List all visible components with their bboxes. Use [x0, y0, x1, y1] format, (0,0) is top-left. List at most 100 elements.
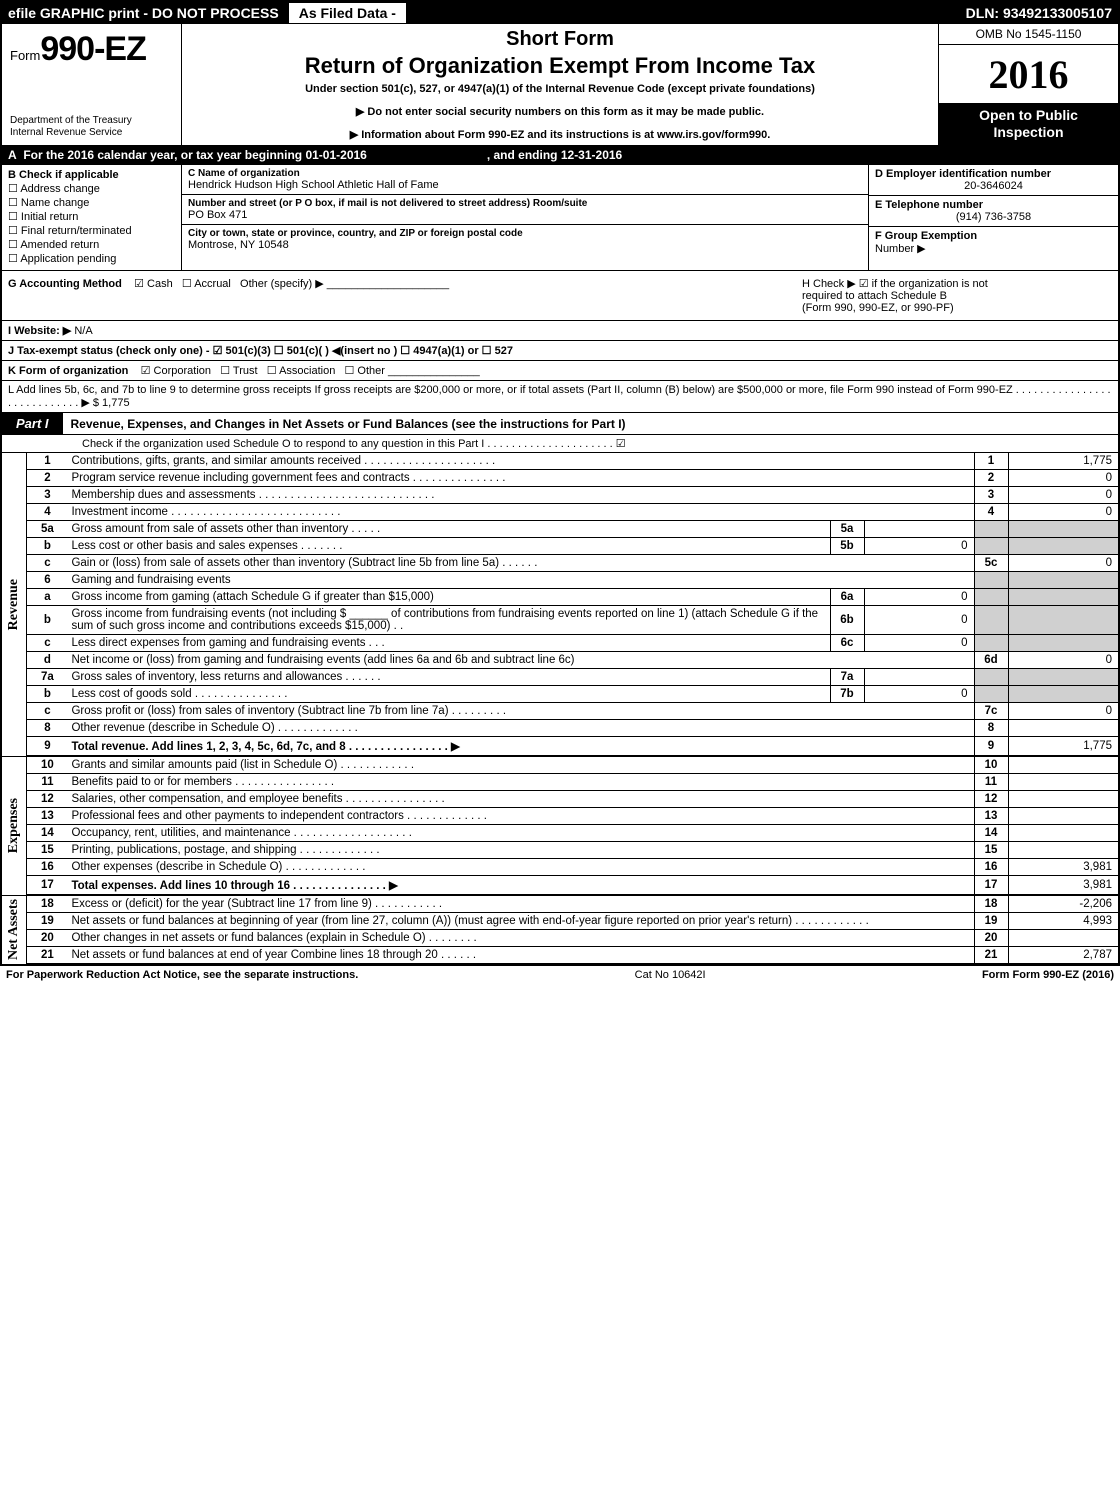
- chk-initial-return[interactable]: Initial return: [8, 210, 175, 223]
- c-name-cell: C Name of organization Hendrick Hudson H…: [182, 165, 868, 195]
- k-form-org: K Form of organization Corporation Trust…: [2, 361, 1118, 381]
- chk-other-org[interactable]: Other: [345, 364, 385, 377]
- chk-final-return[interactable]: Final return/terminated: [8, 224, 175, 237]
- page-footer: For Paperwork Reduction Act Notice, see …: [0, 966, 1120, 984]
- b-label: B Check if applicable: [8, 169, 119, 181]
- line-14: 14Occupancy, rent, utilities, and mainte…: [27, 825, 1118, 842]
- line-5c: cGain or (loss) from sale of assets othe…: [27, 555, 1118, 572]
- part-i-check: Check if the organization used Schedule …: [2, 435, 1118, 453]
- line-6b: bGross income from fundraising events (n…: [27, 606, 1118, 635]
- line-2: 2Program service revenue including gover…: [27, 470, 1118, 487]
- form-header: Form990-EZ Department of the Treasury In…: [2, 24, 1118, 146]
- h-text1: H Check ▶ ☑ if the organization is not: [802, 277, 1112, 290]
- part-i-header: Part I Revenue, Expenses, and Changes in…: [2, 413, 1118, 435]
- line-7b: bLess cost of goods sold . . . . . . . .…: [27, 686, 1118, 703]
- section-d: D Employer identification number 20-3646…: [868, 165, 1118, 270]
- line-10: 10Grants and similar amounts paid (list …: [27, 757, 1118, 774]
- revenue-section: Revenue 1Contributions, gifts, grants, a…: [2, 453, 1118, 756]
- f-grp-num: Number ▶: [875, 242, 1112, 255]
- open-to-public: Open to Public Inspection: [939, 103, 1118, 145]
- chk-corp[interactable]: Corporation: [141, 364, 211, 377]
- line-16: 16Other expenses (describe in Schedule O…: [27, 859, 1118, 876]
- tax-year: 2016: [939, 45, 1118, 103]
- chk-assoc[interactable]: Association: [267, 364, 336, 377]
- omb-number: OMB No 1545-1150: [939, 24, 1118, 45]
- form-num-big: 990-EZ: [40, 30, 146, 68]
- h-schedule-b: H Check ▶ ☑ if the organization is not r…: [802, 277, 1112, 314]
- net-assets-section: Net Assets 18Excess or (deficit) for the…: [2, 895, 1118, 964]
- expenses-side-label: Expenses: [2, 757, 27, 895]
- line-3: 3Membership dues and assessments . . . .…: [27, 487, 1118, 504]
- net-assets-table: 18Excess or (deficit) for the year (Subt…: [27, 896, 1118, 964]
- part-i-title: Revenue, Expenses, and Changes in Net As…: [63, 417, 1118, 431]
- tel-value: (914) 736-3758: [875, 211, 1112, 223]
- inspect-line2: Inspection: [941, 124, 1116, 141]
- g-other: Other (specify) ▶: [240, 278, 324, 290]
- j-text: J Tax-exempt status (check only one) - ☑…: [8, 345, 513, 357]
- topbar-mid: As Filed Data -: [289, 3, 406, 23]
- line-4: 4Investment income . . . . . . . . . . .…: [27, 504, 1118, 521]
- c-name-lbl: C Name of organization: [188, 168, 862, 179]
- header-left: Form990-EZ Department of the Treasury In…: [2, 24, 182, 145]
- section-a-end: , and ending 12-31-2016: [487, 148, 622, 162]
- chk-amended-return[interactable]: Amended return: [8, 238, 175, 251]
- footer-catno: Cat No 10642I: [358, 969, 982, 981]
- header-right: OMB No 1545-1150 2016 Open to Public Ins…: [938, 24, 1118, 145]
- line-18: 18Excess or (deficit) for the year (Subt…: [27, 896, 1118, 913]
- line-13: 13Professional fees and other payments t…: [27, 808, 1118, 825]
- f-group: F Group Exemption Number ▶: [869, 227, 1118, 258]
- d-ein: D Employer identification number 20-3646…: [869, 165, 1118, 196]
- efile-topbar: efile GRAPHIC print - DO NOT PROCESS As …: [2, 2, 1118, 24]
- line-9: 9Total revenue. Add lines 1, 2, 3, 4, 5c…: [27, 737, 1118, 756]
- g-h-row: G Accounting Method Cash Accrual Other (…: [2, 271, 1118, 321]
- line-12: 12Salaries, other compensation, and empl…: [27, 791, 1118, 808]
- chk-name-change[interactable]: Name change: [8, 196, 175, 209]
- revenue-table: 1Contributions, gifts, grants, and simil…: [27, 453, 1118, 756]
- section-a-label: A For the 2016 calendar year, or tax yea…: [8, 148, 367, 162]
- section-b: B Check if applicable Address change Nam…: [2, 165, 182, 270]
- dept-irs: Internal Revenue Service: [10, 127, 173, 139]
- chk-accrual[interactable]: Accrual: [182, 277, 231, 290]
- topbar-dln: DLN: 93492133005107: [960, 5, 1118, 21]
- ein-value: 20-3646024: [875, 180, 1112, 192]
- form-subtitle: Under section 501(c), 527, or 4947(a)(1)…: [190, 83, 930, 95]
- chk-address-change[interactable]: Address change: [8, 182, 175, 195]
- c-city-lbl: City or town, state or province, country…: [188, 228, 862, 239]
- topbar-left: efile GRAPHIC print - DO NOT PROCESS: [2, 5, 285, 21]
- j-tax-exempt: J Tax-exempt status (check only one) - ☑…: [2, 341, 1118, 361]
- website-value: N/A: [74, 325, 92, 337]
- line-7c: cGross profit or (loss) from sales of in…: [27, 703, 1118, 720]
- line-5a: 5aGross amount from sale of assets other…: [27, 521, 1118, 538]
- e-tel-lbl: E Telephone number: [875, 199, 983, 211]
- line-17: 17Total expenses. Add lines 10 through 1…: [27, 876, 1118, 895]
- c-city-cell: City or town, state or province, country…: [182, 225, 868, 254]
- line-11: 11Benefits paid to or for members . . . …: [27, 774, 1118, 791]
- section-a-bar: A For the 2016 calendar year, or tax yea…: [2, 146, 1118, 165]
- footer-left: For Paperwork Reduction Act Notice, see …: [6, 969, 358, 981]
- k-label: K Form of organization: [8, 365, 128, 377]
- form-990ez: efile GRAPHIC print - DO NOT PROCESS As …: [0, 0, 1120, 966]
- l-text: L Add lines 5b, 6c, and 7b to line 9 to …: [8, 384, 1111, 409]
- l-gross-receipts: L Add lines 5b, 6c, and 7b to line 9 to …: [2, 381, 1118, 413]
- short-form-label: Short Form: [190, 28, 930, 51]
- line-19: 19Net assets or fund balances at beginni…: [27, 913, 1118, 930]
- dept-treasury: Department of the Treasury: [10, 115, 173, 127]
- chk-application-pending[interactable]: Application pending: [8, 252, 175, 265]
- h-text2: required to attach Schedule B: [802, 290, 1112, 302]
- org-addr: PO Box 471: [188, 209, 862, 221]
- form-title: Return of Organization Exempt From Incom…: [190, 53, 930, 79]
- line-15: 15Printing, publications, postage, and s…: [27, 842, 1118, 859]
- line-6c: cLess direct expenses from gaming and fu…: [27, 635, 1118, 652]
- line-6a: aGross income from gaming (attach Schedu…: [27, 589, 1118, 606]
- footer-formref: Form Form 990-EZ (2016): [982, 969, 1114, 981]
- h-text3: (Form 990, 990-EZ, or 990-PF): [802, 302, 1112, 314]
- c-addr-lbl: Number and street (or P O box, if mail i…: [188, 198, 862, 209]
- expenses-section: Expenses 10Grants and similar amounts pa…: [2, 756, 1118, 895]
- chk-trust[interactable]: Trust: [220, 364, 257, 377]
- chk-cash[interactable]: Cash: [134, 277, 173, 290]
- line-20: 20Other changes in net assets or fund ba…: [27, 930, 1118, 947]
- dept-block: Department of the Treasury Internal Reve…: [10, 115, 173, 139]
- part-i-badge: Part I: [2, 413, 63, 434]
- d-ein-lbl: D Employer identification number: [875, 168, 1051, 180]
- line-5b: bLess cost or other basis and sales expe…: [27, 538, 1118, 555]
